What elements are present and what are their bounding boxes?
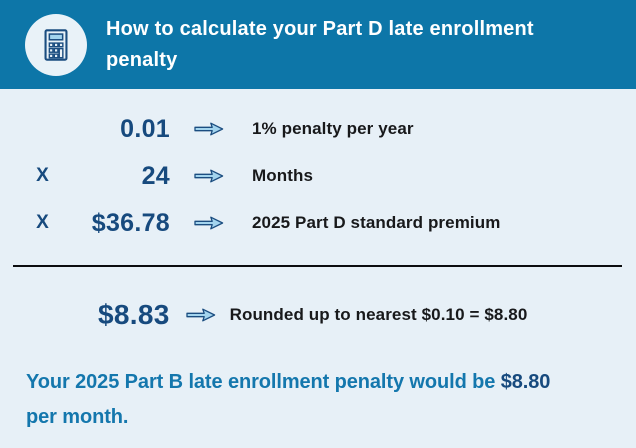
card-header: How to calculate your Part D late enroll… [0,0,636,89]
label-penalty-rate: 1% penalty per year [252,119,414,138]
label-months: Months [252,166,314,185]
calc-row-months: X 24 Months [0,159,636,193]
value-result: $8.83 [98,299,170,330]
summary-sentence: Your 2025 Part B late enrollment penalty… [0,365,616,435]
calculator-icon [44,28,68,61]
calc-row-penalty-rate: 0.01 1% penalty per year [0,112,636,146]
calc-result-row: $8.83 Rounded up to nearest $0.10 = $8.8… [0,297,636,333]
summary-prefix: Your 2025 Part B late enrollment penalty… [26,371,501,393]
value-penalty-rate: 0.01 [120,114,170,143]
sum-divider [13,265,622,267]
summary-amount: $8.80 [500,371,551,393]
multiply-operator: X [36,165,49,186]
arrow-right-icon [194,169,224,183]
calc-row-premium: X $36.78 2025 Part D standard premium [0,206,636,240]
arrow-right-icon [194,216,224,230]
multiply-operator: X [36,212,49,233]
label-premium: 2025 Part D standard premium [252,213,501,232]
arrow-right-icon [185,308,216,322]
calculator-icon-circle [25,13,87,76]
calculation-body: 0.01 1% penalty per year X 24 Months X $… [0,89,636,448]
label-result-rounding: Rounded up to nearest $0.10 = $8.80 [229,305,528,324]
card-title: How to calculate your Part D late enroll… [106,17,534,71]
value-months: 24 [141,161,170,190]
arrow-right-icon [194,122,224,136]
value-premium: $36.78 [91,208,170,237]
summary-suffix: per month. [26,406,129,428]
